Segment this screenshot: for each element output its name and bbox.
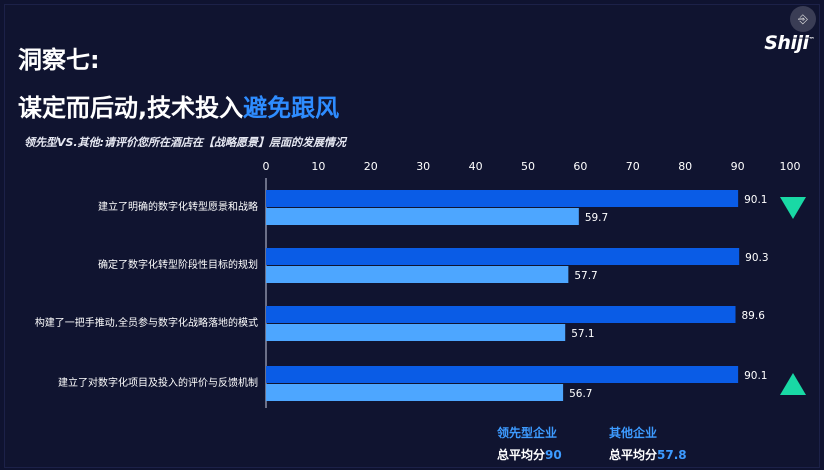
x-tick-label: 10 [311,160,325,173]
x-tick-label: 80 [678,160,692,173]
category-label: 确定了数字化转型阶段性目标的规划 [98,258,258,271]
data-label: 89.6 [742,310,766,322]
bar-other [266,384,564,401]
chart-title: 领先型VS.其他:请评价您所在酒店在【战略愿景】层面的发展情况 [24,136,347,149]
triangle-down-icon [780,197,806,219]
bar-leading [266,306,736,323]
bar-leading [266,190,739,207]
data-label: 90.1 [744,194,767,206]
bar-other [266,266,569,283]
bar-leading [266,248,740,265]
data-label: 90.3 [745,252,768,264]
bar-leading [266,366,739,383]
data-label: 59.7 [585,212,608,224]
bar-other [266,324,566,341]
data-label: 56.7 [569,388,592,400]
data-label: 57.1 [571,328,594,340]
insight-title: 谋定而后动,技术投入避免跟风 [18,94,340,122]
legend-series2-average: 总平均分57.8 [609,448,687,462]
x-tick-label: 20 [364,160,378,173]
category-label: 构建了一把手推动,全员参与数字化战略落地的模式 [35,316,258,329]
triangle-up-icon [780,373,806,395]
legend-series1-name: 领先型企业 [497,426,558,440]
x-tick-label: 50 [521,160,535,173]
x-tick-label: 60 [573,160,587,173]
legend-series1-average: 总平均分90 [497,448,562,462]
category-label: 建立了明确的数字化转型愿景和战略 [98,200,258,213]
x-tick-label: 40 [469,160,483,173]
insight-heading: 洞察七: [18,46,100,74]
exit-fullscreen-icon[interactable]: ⎆ [790,6,816,32]
x-tick-label: 70 [626,160,640,173]
x-tick-label: 90 [731,160,745,173]
x-tick-label: 30 [416,160,430,173]
data-label: 57.7 [574,270,597,282]
x-tick-label: 0 [263,160,270,173]
insight-title-highlight: 避免跟风 [243,94,340,122]
data-label: 90.1 [744,370,767,382]
legend-series2-name: 其他企业 [609,426,658,440]
shiji-logo: Shiji™ [764,32,814,54]
bar-other [266,208,579,225]
x-tick-label: 100 [780,160,801,173]
category-label: 建立了对数字化项目及投入的评价与反馈机制 [58,376,258,389]
